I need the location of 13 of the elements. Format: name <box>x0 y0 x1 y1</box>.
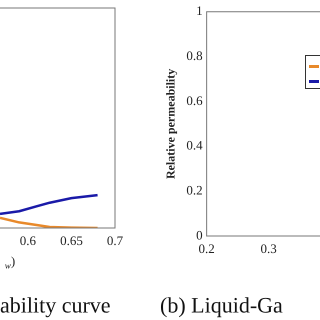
y-tick-label: 0.6 <box>186 92 204 108</box>
x-tick-label: 0.65 <box>60 233 83 248</box>
y-tick-label: 0.4 <box>186 138 204 153</box>
x-tick-label: 0.7 <box>106 233 124 248</box>
y-axis-title: Relative permeability <box>163 68 178 180</box>
text: ability curve <box>0 292 111 318</box>
y-tick-label: 0 <box>196 227 203 242</box>
y-tick-label: 0.8 <box>186 48 203 64</box>
text: (b) Liquid-Ga <box>160 292 284 318</box>
x-tick-label: 0.6 <box>20 233 37 248</box>
y-tick-label: 1 <box>196 3 203 18</box>
y-tick-label: 0.2 <box>186 182 203 198</box>
x-tick-label: 0.3 <box>260 241 277 256</box>
